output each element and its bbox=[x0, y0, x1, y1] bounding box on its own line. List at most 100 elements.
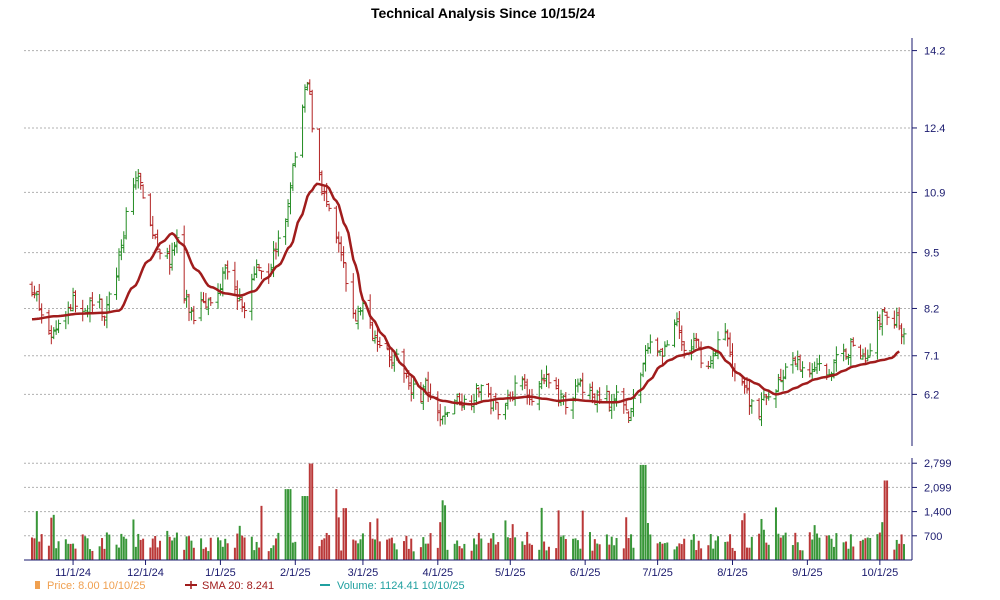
price-bars bbox=[29, 79, 907, 427]
volume-bar bbox=[371, 538, 374, 560]
volume-bar bbox=[559, 536, 562, 560]
volume-bar bbox=[816, 533, 819, 560]
volume-bar bbox=[277, 532, 280, 560]
sma-line bbox=[31, 182, 900, 406]
volume-tick-label: 2,799 bbox=[924, 458, 952, 470]
volume-bar bbox=[859, 540, 862, 560]
volume-bar bbox=[675, 546, 678, 560]
volume-bar bbox=[88, 549, 91, 560]
volume-bar bbox=[506, 537, 509, 560]
sma-20-line bbox=[31, 182, 900, 406]
chart-title: Technical Analysis Since 10/15/24 bbox=[371, 5, 595, 21]
volume-bar bbox=[847, 548, 850, 560]
volume-bar bbox=[881, 522, 884, 560]
volume-bar bbox=[678, 543, 681, 560]
volume-bar bbox=[828, 535, 831, 560]
volume-bar bbox=[470, 550, 473, 560]
volume-bar bbox=[219, 540, 222, 560]
volume-bar bbox=[221, 546, 224, 560]
volume-bar bbox=[253, 550, 256, 560]
legend-item-label: SMA 20: 8.241 bbox=[202, 580, 274, 592]
volume-bar bbox=[86, 538, 89, 560]
volume-bar bbox=[649, 534, 652, 560]
volume-bar bbox=[303, 496, 306, 560]
volume-bar bbox=[419, 547, 422, 560]
volume-bar bbox=[38, 541, 41, 560]
volume-bar bbox=[190, 540, 193, 560]
volume-bar bbox=[627, 538, 630, 560]
volume-bar bbox=[562, 535, 565, 560]
volume-bar bbox=[108, 534, 111, 560]
x-tick-label: 9/1/25 bbox=[792, 567, 823, 579]
volume-bar bbox=[200, 538, 203, 560]
volume-bar bbox=[50, 517, 53, 560]
volume-bar bbox=[523, 544, 526, 560]
volume-bar bbox=[311, 463, 314, 560]
volume-bar bbox=[564, 539, 567, 560]
volume-bar bbox=[393, 543, 396, 560]
volume-bar bbox=[695, 550, 698, 560]
volume-bar bbox=[250, 536, 253, 560]
volume-bar bbox=[301, 496, 304, 560]
x-tick-label: 2/1/25 bbox=[280, 567, 311, 579]
volume-bar bbox=[644, 464, 647, 560]
volume-bar bbox=[538, 549, 541, 560]
volume-bar bbox=[241, 535, 244, 560]
price-tick-label: 6.2 bbox=[924, 389, 939, 401]
volume-bar bbox=[57, 541, 60, 560]
axes: 6.2 7.1 8.2 9.5 10.9 12.4 14.2 700 1,400 2,099 2,7… bbox=[24, 38, 952, 579]
volume-bar bbox=[497, 542, 500, 560]
price-tick-label: 12.4 bbox=[924, 123, 945, 135]
volume-bar bbox=[593, 539, 596, 560]
volume-bar bbox=[139, 539, 142, 560]
volume-bar bbox=[405, 535, 408, 560]
x-tick-label: 5/1/25 bbox=[495, 567, 526, 579]
volume-bar bbox=[270, 548, 273, 560]
volume-bar bbox=[402, 541, 405, 560]
volume-bar bbox=[700, 548, 703, 560]
volume-bar bbox=[639, 464, 642, 560]
volume-bar bbox=[666, 542, 669, 560]
volume-bar bbox=[69, 543, 72, 560]
volume-bar bbox=[308, 463, 311, 560]
volume-bar bbox=[390, 537, 393, 560]
volume-bar bbox=[886, 480, 889, 560]
legend-item-label: Volume: 1124.41 10/10/25 bbox=[337, 580, 465, 592]
volume-bar bbox=[74, 548, 77, 560]
volume-bar bbox=[166, 530, 169, 560]
volume-bar bbox=[357, 543, 360, 560]
volume-bar bbox=[528, 543, 531, 560]
volume-bar bbox=[386, 539, 389, 560]
volume-bar bbox=[883, 480, 886, 560]
price-tick-label: 14.2 bbox=[924, 46, 945, 58]
volume-bar bbox=[480, 538, 483, 560]
volume-bar bbox=[673, 549, 676, 560]
volume-bar bbox=[625, 517, 628, 560]
volume-bar bbox=[898, 543, 901, 560]
volume-bar bbox=[103, 548, 106, 560]
volume-bar bbox=[547, 546, 550, 560]
volume-bar bbox=[52, 514, 55, 560]
volume-bar bbox=[284, 489, 287, 560]
volume-bar bbox=[168, 536, 171, 560]
volume-bar bbox=[893, 549, 896, 560]
volume-bar bbox=[808, 532, 811, 560]
volume-bar bbox=[835, 533, 838, 560]
volume-bar bbox=[656, 543, 659, 560]
volume-bar bbox=[531, 544, 534, 560]
volume-bar bbox=[680, 544, 683, 560]
volume-bar bbox=[900, 534, 903, 560]
volume-bar bbox=[876, 534, 879, 560]
volume-bar bbox=[818, 537, 821, 560]
volume-bar bbox=[185, 536, 188, 560]
volume-bar bbox=[173, 537, 176, 560]
volume-bar bbox=[642, 464, 645, 560]
price-tick-label: 7.1 bbox=[924, 351, 939, 363]
volume-bar bbox=[794, 532, 797, 560]
volume-bar bbox=[105, 532, 108, 560]
volume-bar bbox=[845, 541, 848, 560]
volume-bar bbox=[359, 539, 362, 560]
volume-bar bbox=[784, 532, 787, 560]
volume-bar bbox=[504, 520, 507, 560]
